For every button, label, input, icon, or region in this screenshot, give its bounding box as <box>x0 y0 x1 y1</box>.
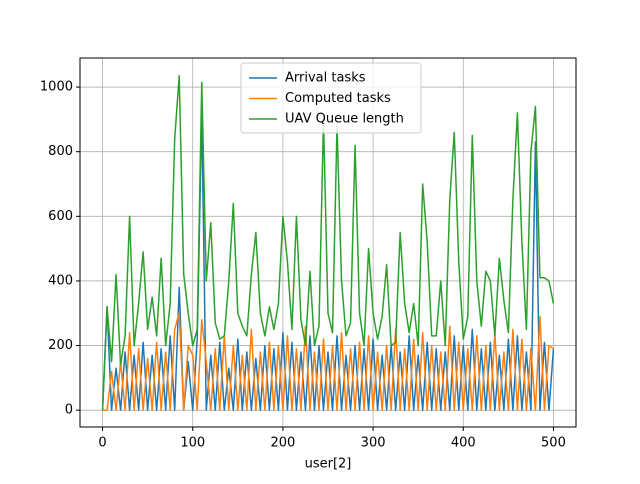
y-tick-label: 0 <box>65 403 73 418</box>
data-line <box>101 112 555 411</box>
y-tick-label: 400 <box>48 273 73 288</box>
x-tick-label: 300 <box>361 436 386 451</box>
y-tick-label: 800 <box>48 144 73 159</box>
x-tick-label: 400 <box>451 436 476 451</box>
legend-label: Arrival tasks <box>285 71 366 86</box>
y-tick-label: 1000 <box>40 80 73 95</box>
x-axis-label: user[2] <box>305 457 352 472</box>
legend-box <box>240 62 422 134</box>
data-line <box>101 75 555 411</box>
legend-label: UAV Queue length <box>285 112 404 127</box>
x-tick-label: 0 <box>98 436 106 451</box>
x-tick-label: 200 <box>270 436 295 451</box>
y-tick-label: 200 <box>48 338 73 353</box>
legend-label: Computed tasks <box>285 91 391 106</box>
x-tick-label: 100 <box>180 436 205 451</box>
x-tick-label: 500 <box>541 436 566 451</box>
data-line <box>102 312 554 411</box>
y-tick-label: 600 <box>48 209 73 224</box>
axes-frame <box>79 57 577 428</box>
